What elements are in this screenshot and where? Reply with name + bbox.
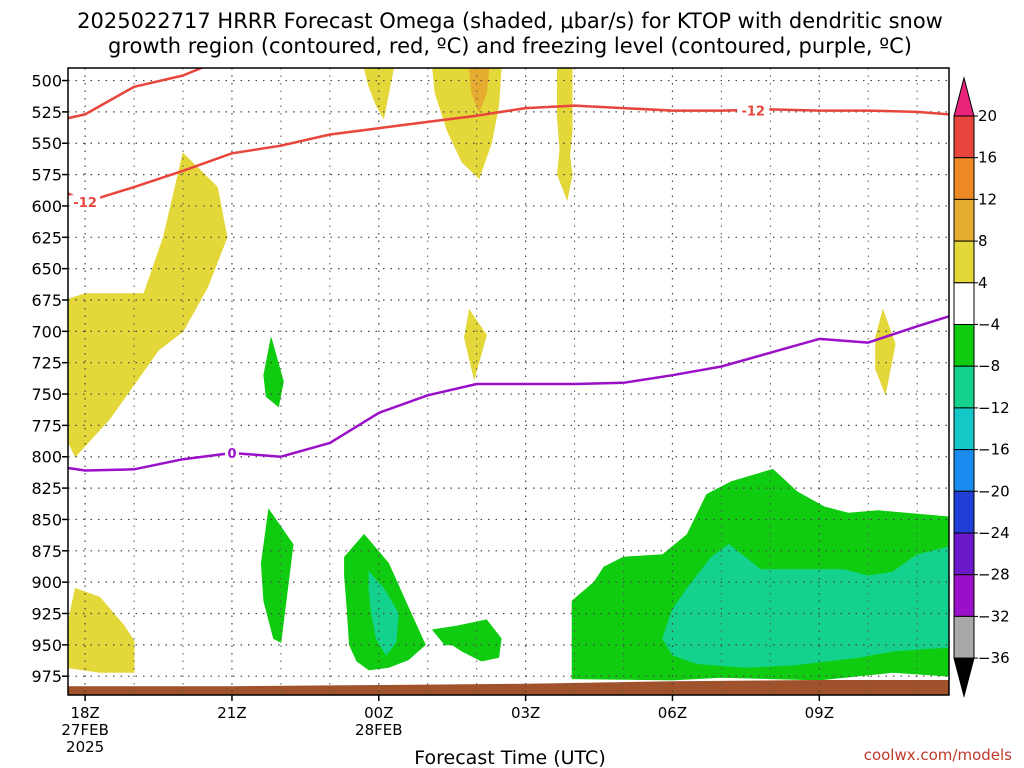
contour-label-bg-extra xyxy=(737,103,770,118)
colorbar-bin-13 xyxy=(953,615,975,659)
y-tick-label-575: 575 xyxy=(31,166,62,185)
y-tick-label-625: 625 xyxy=(31,228,62,247)
omega-region-13 xyxy=(662,543,949,668)
contour-label-bg-2 xyxy=(224,445,239,460)
y-tick-label-900: 900 xyxy=(31,573,62,592)
colorbar-label-5: −4 xyxy=(978,316,1000,334)
colorbar-bin-3 xyxy=(953,198,975,242)
y-tick-label-675: 675 xyxy=(31,291,62,310)
contour-label-bg-1 xyxy=(70,195,101,210)
y-tick-label-850: 850 xyxy=(31,510,62,529)
omega-region-5 xyxy=(463,308,487,381)
colorbar-bin-8 xyxy=(953,407,975,451)
y-tick-label-825: 825 xyxy=(31,479,62,498)
colorbar-top-arrow xyxy=(953,76,975,117)
colorbar-bottom-arrow xyxy=(953,657,975,699)
y-tick-label-550: 550 xyxy=(31,134,62,153)
colorbar-bin-12 xyxy=(953,574,975,617)
omega-region-2 xyxy=(363,68,394,120)
x-tick-label-00Z-0: 00Z xyxy=(364,704,393,722)
y-tick-label-600: 600 xyxy=(31,197,62,216)
colorbar-bin-9 xyxy=(953,449,975,492)
colorbar-label-0: 20 xyxy=(978,107,997,125)
omega-region-1 xyxy=(68,587,135,673)
x-tick-label-21Z-0: 21Z xyxy=(217,704,246,722)
colorbar-bin-11 xyxy=(953,532,975,576)
contour-line-0 xyxy=(68,68,205,120)
omega-region-0 xyxy=(68,152,228,458)
colorbar-bin-7 xyxy=(953,365,975,409)
colorbar-bin-6 xyxy=(953,324,975,367)
colorbar-label-7: −12 xyxy=(978,399,1010,417)
colorbar-label-9: −20 xyxy=(978,482,1010,500)
x-tick-label-03Z-0: 03Z xyxy=(511,704,540,722)
contour-label-1: -12 xyxy=(73,196,97,211)
colorbar-label-1: 16 xyxy=(978,149,997,167)
colorbar-label-4: 4 xyxy=(978,274,988,292)
ground-fill xyxy=(68,680,949,695)
omega-region-7 xyxy=(468,68,490,113)
omega-region-4 xyxy=(556,68,573,202)
omega-region-9 xyxy=(260,508,294,643)
contour-label-extra: -12 xyxy=(741,105,765,120)
y-tick-label-975: 975 xyxy=(31,667,62,686)
chart-title-line1: 2025022717 HRRR Forecast Omega (shaded, … xyxy=(77,9,943,33)
contour-label-2: 0 xyxy=(227,447,236,462)
y-tick-label-750: 750 xyxy=(31,385,62,404)
y-axis-ticks: 500 525 550 575 600 625 650 675 700 725 750 775 800 8… xyxy=(31,72,68,686)
contour-line-1 xyxy=(68,104,949,204)
colorbar-label-12: −32 xyxy=(978,607,1010,625)
y-tick-label-725: 725 xyxy=(31,354,62,373)
y-tick-label-700: 700 xyxy=(31,322,62,341)
y-tick-label-500: 500 xyxy=(31,72,62,91)
contour-layer: -12 0 -12 xyxy=(68,68,949,472)
colorbar-label-2: 12 xyxy=(978,190,997,208)
plot-frame xyxy=(67,67,950,696)
plot-border xyxy=(67,67,950,696)
x-tick-label-18Z-2: 2025 xyxy=(66,738,104,756)
colorbar-bin-10 xyxy=(953,490,975,534)
colorbar-label-13: −36 xyxy=(978,649,1010,667)
chart-title-line2: growth region (contoured, red, ºC) and f… xyxy=(108,34,912,58)
y-tick-label-925: 925 xyxy=(31,604,62,623)
colorbar-label-11: −28 xyxy=(978,566,1010,584)
omega-region-11 xyxy=(431,619,502,662)
colorbar-bin-1 xyxy=(953,115,975,159)
colorbar: 20 16 12 8 4 −4 −8 −12 −16 −20 −24 −28 −32 −36 xyxy=(953,76,1010,699)
y-tick-label-775: 775 xyxy=(31,416,62,435)
colorbar-bin-2 xyxy=(953,157,975,200)
colorbar-label-3: 8 xyxy=(978,232,988,250)
colorbar-label-10: −24 xyxy=(978,524,1010,542)
colorbar-label-6: −8 xyxy=(978,357,1000,375)
omega-region-8 xyxy=(263,337,284,408)
colorbar-bin-4 xyxy=(953,240,975,284)
x-tick-label-18Z-1: 27FEB xyxy=(61,721,108,739)
x-tick-label-06Z-0: 06Z xyxy=(658,704,687,722)
y-tick-label-875: 875 xyxy=(31,542,62,561)
x-axis-title: Forecast Time (UTC) xyxy=(414,747,605,768)
credit-text: coolwx.com/models xyxy=(864,746,1012,764)
omega-shading-layer xyxy=(68,68,949,681)
y-tick-label-650: 650 xyxy=(31,260,62,279)
ground-layer xyxy=(68,680,949,695)
contour-line-2 xyxy=(68,315,949,472)
x-tick-label-09Z-0: 09Z xyxy=(805,704,834,722)
x-tick-label-00Z-1: 28FEB xyxy=(355,721,402,739)
y-tick-label-800: 800 xyxy=(31,448,62,467)
colorbar-bin-5 xyxy=(953,282,975,325)
y-tick-label-950: 950 xyxy=(31,636,62,655)
colorbar-label-8: −16 xyxy=(978,441,1010,459)
x-tick-label-18Z-0: 18Z xyxy=(70,704,99,722)
omega-region-6 xyxy=(875,308,896,396)
y-tick-label-525: 525 xyxy=(31,103,62,122)
